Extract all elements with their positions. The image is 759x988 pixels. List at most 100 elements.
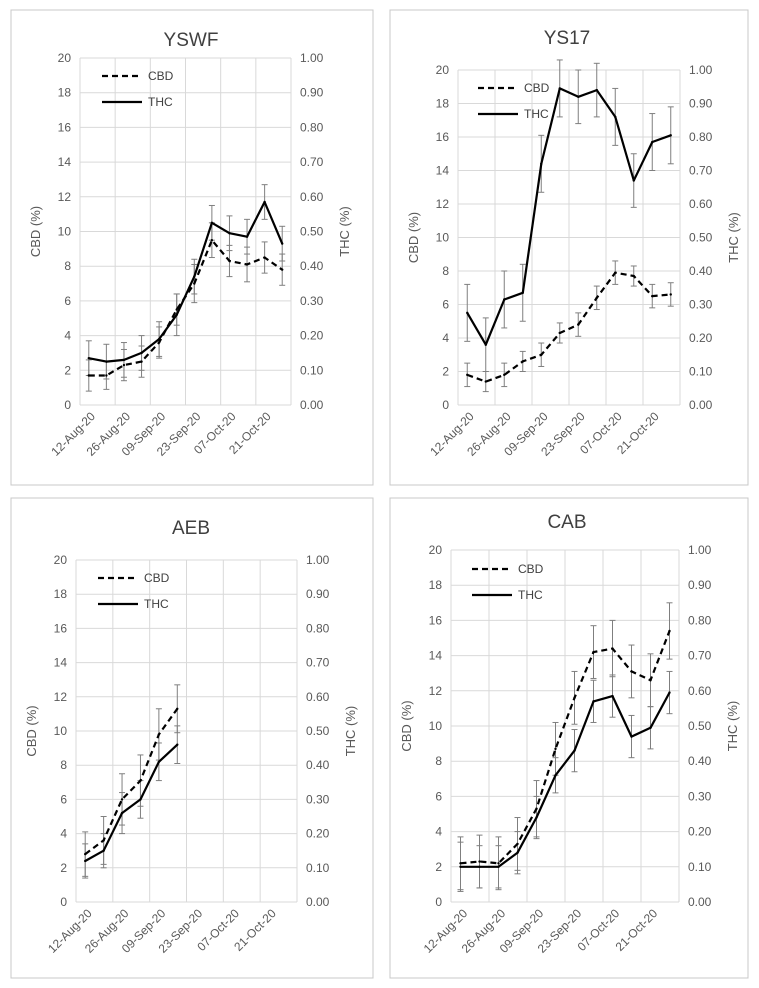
chart-title: CAB [547, 512, 586, 533]
y2-tick-label: 0.40 [306, 758, 330, 772]
y-tick-label: 16 [54, 621, 68, 635]
y2-tick-label: 0.70 [300, 155, 324, 169]
data-point-thc [478, 865, 481, 868]
y2-tick-label: 0.80 [688, 613, 712, 627]
data-point-cbd [540, 353, 543, 356]
data-point-thc [540, 162, 543, 165]
chart-panel-ys17: 0 2 4 6 8 10 12 14 16 18 20 0.00 0.10 0.20 0.30 0.40 0.5… [389, 9, 749, 486]
data-point-thc [630, 735, 633, 738]
y-tick-label: 6 [442, 298, 449, 312]
y2-tick-label: 0.40 [689, 264, 713, 278]
data-point-cbd [459, 862, 462, 865]
series-line-thc [88, 200, 284, 363]
data-point-cbd [573, 696, 576, 700]
data-point-thc [521, 291, 524, 294]
y-axis-title: CBD (%) [406, 212, 421, 263]
y-tick-label: 8 [64, 259, 71, 273]
data-point-cbd [193, 282, 196, 285]
data-point-thc [573, 749, 576, 752]
data-point-cbd [651, 294, 654, 298]
data-point-cbd [122, 363, 126, 367]
data-point-thc [175, 313, 178, 316]
y-tick-label: 0 [64, 398, 71, 412]
y2-tick-label: 0.70 [689, 164, 713, 178]
y-tick-label: 12 [436, 197, 450, 211]
y-axis-title: CBD (%) [28, 206, 43, 257]
y-tick-label: 10 [429, 719, 443, 733]
data-point-cbd [497, 862, 500, 865]
data-point-thc [651, 140, 654, 144]
y-tick-label: 10 [54, 724, 68, 738]
y-tick-label: 12 [429, 684, 443, 698]
data-point-cbd [176, 707, 179, 710]
data-point-cbd [175, 308, 178, 311]
data-point-thc [84, 859, 87, 863]
data-point-cbd [157, 733, 161, 736]
y-tick-label: 12 [58, 190, 72, 204]
y2-tick-label: 0.10 [300, 363, 324, 377]
y2-tick-label: 0.70 [306, 656, 330, 670]
y-tick-label: 10 [58, 225, 72, 239]
data-point-cbd [516, 842, 519, 846]
y2-tick-label: 0.20 [306, 827, 330, 841]
data-point-thc [157, 337, 161, 341]
y2-axis-title: THC (%) [343, 706, 358, 757]
data-point-cbd [210, 238, 214, 242]
y-tick-label: 14 [436, 164, 450, 178]
y-tick-label: 14 [54, 656, 68, 670]
data-point-thc [503, 298, 506, 301]
chart-panel-aeb: 0 2 4 6 8 10 12 14 16 18 20 0.00 0.10 0.20 0.30 0.40 0.5… [10, 497, 374, 979]
y-tick-label: 6 [60, 792, 67, 806]
data-point-cbd [281, 268, 284, 271]
y2-tick-label: 0.20 [689, 331, 713, 345]
chart-panel-cab: 0 2 4 6 8 10 12 14 16 18 20 0.00 0.10 0.20 0.30 0.40 0.5… [389, 497, 749, 979]
y-tick-label: 4 [64, 329, 71, 343]
y-tick-label: 12 [54, 690, 68, 704]
data-point-cbd [632, 274, 635, 278]
y-tick-label: 20 [436, 63, 450, 77]
y2-tick-label: 0.00 [300, 398, 324, 412]
data-point-thc [105, 360, 108, 363]
series-line-thc [84, 743, 179, 862]
data-point-cbd [105, 374, 108, 377]
panel-frame [10, 497, 374, 979]
y-tick-label: 16 [429, 613, 443, 627]
data-point-cbd [611, 647, 614, 650]
data-point-thc [632, 179, 635, 182]
data-point-thc [484, 343, 487, 346]
y2-tick-label: 0.50 [300, 225, 324, 239]
y-tick-label: 18 [429, 578, 443, 592]
data-point-thc [535, 816, 538, 819]
y-tick-label: 18 [58, 86, 72, 100]
y2-tick-label: 0.00 [688, 895, 712, 909]
y-tick-label: 20 [429, 543, 443, 557]
data-point-cbd [649, 679, 652, 682]
data-point-cbd [87, 374, 90, 377]
y-tick-label: 2 [64, 363, 71, 377]
y2-tick-label: 1.00 [306, 553, 330, 567]
data-point-thc [281, 242, 284, 245]
y-tick-label: 6 [435, 789, 442, 803]
y-tick-label: 0 [442, 398, 449, 412]
y2-tick-label: 0.60 [300, 190, 324, 204]
y2-tick-label: 0.10 [306, 861, 330, 875]
data-point-cbd [503, 373, 506, 377]
y2-tick-label: 1.00 [300, 51, 324, 65]
panel-frame [389, 497, 749, 979]
y2-tick-label: 0.20 [688, 825, 712, 839]
data-point-cbd [140, 360, 143, 363]
data-point-thc [649, 726, 652, 729]
data-point-cbd [592, 650, 595, 654]
legend-label-cbd: CBD [518, 562, 544, 576]
y2-tick-label: 0.60 [306, 690, 330, 704]
series-line-cbd [460, 630, 671, 865]
chart-title: YS17 [544, 28, 590, 49]
data-point-cbd [228, 259, 231, 263]
y2-tick-label: 0.90 [300, 86, 324, 100]
data-point-thc [554, 774, 557, 777]
y2-axis-title: THC (%) [726, 212, 741, 263]
data-point-thc [614, 115, 617, 119]
y-tick-label: 14 [58, 155, 72, 169]
data-point-cbd [263, 256, 266, 259]
data-point-cbd [630, 670, 633, 673]
